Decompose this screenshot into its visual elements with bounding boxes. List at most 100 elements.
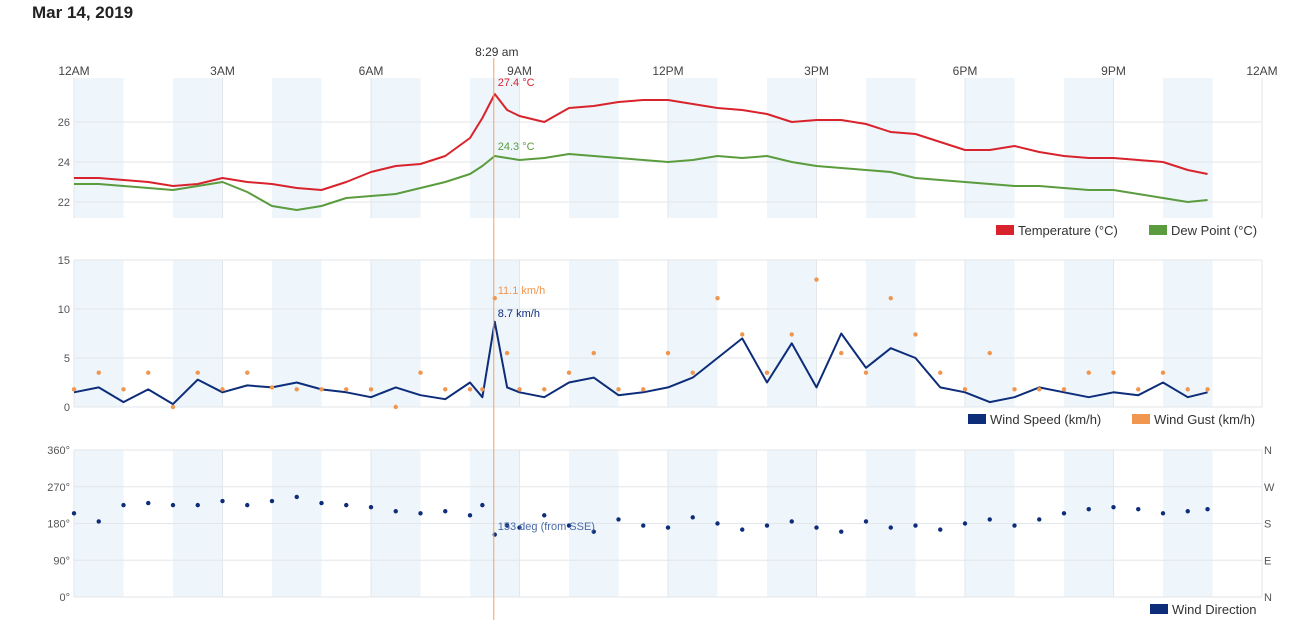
wind-direction-point	[344, 502, 349, 508]
wind-gust-point	[71, 387, 77, 392]
wind-gust-point	[393, 404, 398, 410]
wind-direction-point	[1136, 507, 1141, 512]
wind-direction-point	[1086, 507, 1091, 512]
wind-direction-point	[517, 525, 522, 530]
hour-band	[173, 260, 223, 407]
wind-gust-point	[368, 387, 374, 392]
wind-gust-point	[987, 350, 992, 356]
wind-direction-point	[1185, 509, 1190, 514]
wind-gust-point	[962, 387, 968, 392]
hour-band	[965, 260, 1015, 407]
direction-panel: 0° N 90° E 180° S 270° W 360° N 153 deg (from SSE…	[47, 445, 1275, 617]
wind-direction-point	[418, 511, 423, 516]
y-right-tick-label: N	[1264, 445, 1272, 457]
wind-gust-point	[715, 296, 720, 301]
wind-gust-legend[interactable]: Wind Gust (km/h)	[1132, 412, 1255, 427]
dew-point-legend[interactable]: Dew Point (°C)	[1149, 223, 1257, 238]
wind-direction-point	[690, 515, 695, 520]
wind-gust-point	[1160, 370, 1166, 375]
wind-gust-point	[1037, 387, 1042, 392]
wind-direction-point	[1012, 523, 1017, 528]
wind-direction-point	[504, 523, 510, 528]
wind-gust-point	[1111, 370, 1116, 375]
wind-speed-legend-label: Wind Speed (km/h)	[990, 412, 1101, 427]
wind-direction-legend[interactable]: Wind Direction	[1150, 602, 1257, 617]
wind-direction-point	[71, 511, 77, 516]
wind-direction-point	[616, 517, 621, 522]
x-tick-label: 3AM	[210, 64, 235, 78]
wind-gust-point	[121, 387, 126, 392]
wind-gust-point	[1086, 370, 1091, 375]
wind-direction-point	[220, 498, 225, 504]
y-tick-label: 26	[58, 117, 70, 129]
wind-direction-point	[467, 513, 473, 518]
x-tick-label: 9PM	[1101, 64, 1126, 78]
wind-direction-point	[170, 502, 176, 508]
wind-gust-point	[740, 332, 745, 337]
wind-gust-point	[517, 387, 522, 392]
hour-band	[1163, 260, 1213, 407]
wind-direction-point	[987, 517, 992, 522]
wind-direction-point	[913, 523, 918, 528]
y-tick-label: 90°	[53, 555, 70, 567]
crosshair-time-label: 8:29 am	[475, 45, 518, 59]
wind-gust-point	[146, 370, 151, 375]
wind-direction-legend-swatch	[1150, 604, 1168, 614]
hour-band	[470, 78, 520, 218]
wind-gust-point	[245, 370, 250, 375]
wind-gust-point	[863, 370, 869, 375]
wind-gust-point	[1012, 387, 1017, 392]
wind-direction-point	[319, 500, 324, 506]
wind-direction-point	[1111, 504, 1116, 510]
wind-direction-point	[96, 519, 101, 524]
wind-direction-series	[71, 494, 1210, 537]
y-tick-label: 22	[58, 197, 70, 209]
wind-direction-point	[1160, 511, 1166, 516]
y-tick-label: 0°	[59, 592, 70, 604]
hour-band	[569, 78, 619, 218]
wind-direction-point	[665, 525, 671, 530]
hour-band	[470, 260, 520, 407]
wind-direction-point	[789, 519, 794, 524]
wind-direction-point	[938, 527, 943, 532]
hour-band	[866, 78, 916, 218]
wind-direction-point	[245, 502, 250, 508]
wind-direction-point	[492, 532, 497, 537]
x-tick-label: 6PM	[953, 64, 978, 78]
temperature-series-line	[74, 93, 1208, 191]
y-tick-label: 10	[58, 304, 70, 316]
wind-gust-point	[195, 370, 200, 375]
wind-gust-point	[294, 387, 299, 392]
wind-direction-point	[1037, 517, 1042, 522]
wind-speed-legend[interactable]: Wind Speed (km/h)	[968, 412, 1101, 427]
wind-gust-point	[1136, 387, 1141, 392]
wind-gust-point	[504, 350, 510, 356]
wind-direction-point	[1205, 507, 1210, 512]
direction-y-axis: 0° N 90° E 180° S 270° W 360° N	[47, 445, 1275, 604]
wind-gust-point	[492, 296, 497, 301]
wind-gust-point	[96, 370, 101, 375]
x-tick-label: 12AM	[58, 64, 89, 78]
wind-y-axis: 0 5 10 15	[58, 255, 1262, 414]
wind-direction-point	[1061, 511, 1067, 516]
y-right-tick-label: W	[1264, 482, 1275, 494]
hour-band	[371, 260, 421, 407]
y-tick-label: 270°	[47, 482, 70, 494]
wind-direction-point	[294, 494, 299, 500]
wind-direction-point	[715, 521, 720, 526]
x-tick-label: 6AM	[359, 64, 384, 78]
wind-gust-point	[814, 277, 819, 282]
wind-speed-crosshair-label: 8.7 km/h	[498, 308, 540, 320]
y-right-tick-label: N	[1264, 592, 1272, 604]
wind-gust-point	[1185, 387, 1190, 392]
y-right-tick-label: S	[1264, 519, 1271, 531]
temperature-legend-label: Temperature (°C)	[1018, 223, 1118, 238]
y-tick-label: 180°	[47, 519, 70, 531]
wind-direction-point	[962, 521, 968, 526]
wind-gust-legend-swatch	[1132, 414, 1150, 424]
wind-direction-point	[368, 504, 374, 510]
wind-gust-point	[220, 387, 225, 392]
temperature-crosshair-label: 27.4 °C	[498, 77, 535, 89]
temperature-legend[interactable]: Temperature (°C)	[996, 223, 1118, 238]
